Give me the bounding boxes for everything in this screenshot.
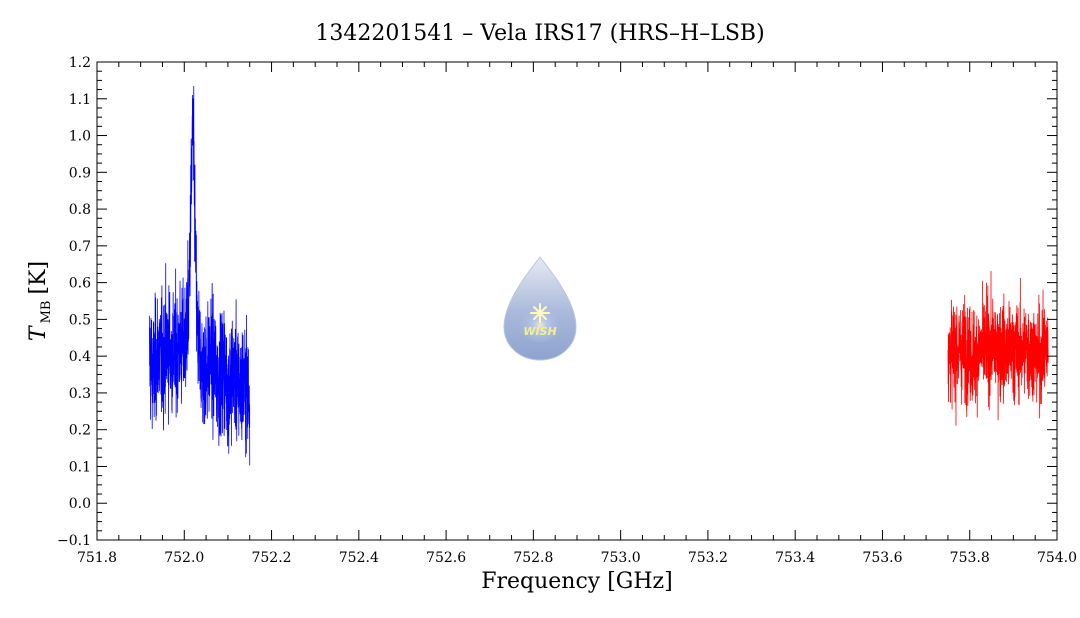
y-axis-label-subscript: MB [39,301,54,324]
y-tick-label: 0.5 [69,312,91,328]
x-axis-label: Frequency [GHz] [481,569,673,594]
y-tick-label: 1.0 [69,129,91,145]
series-2-line [947,271,1049,426]
y-tick-label: 0.0 [69,496,91,512]
star-icon [530,303,550,323]
x-tick-label: 753.0 [601,550,641,566]
x-tick-label: 753.8 [950,550,990,566]
series-layer [148,86,1049,466]
series-2 [947,271,1049,426]
y-axis-label-unit: [K] [26,261,51,295]
plot-frame [96,61,1058,541]
x-tick-label: 754.0 [1037,550,1077,566]
y-tick-label: 0.1 [69,459,91,475]
y-tick-label: 0.3 [69,386,91,402]
wish-logo: WISH [503,256,577,361]
y-tick-label: 0.9 [69,165,91,181]
plot-area [148,86,1049,466]
x-tick-label: 752.2 [251,550,291,566]
y-tick-label: −0.1 [57,533,91,549]
logo-text: WISH [523,325,556,338]
y-axis: −0.1 0.0 0.1 0.2 0.3 0.4 0.5 0.6 0.7 0.8 0.9 1.0 1.1… [57,55,1057,549]
series-1 [148,86,251,466]
y-tick-label: 1.1 [69,92,91,108]
y-tick-label: 0.8 [69,202,91,218]
x-tick-label: 753.4 [775,550,815,566]
x-tick-label: 752.0 [164,550,204,566]
y-axis-label: TMB [K] [26,261,54,341]
series-1-line [148,86,251,466]
y-tick-label: 0.2 [69,423,91,439]
x-tick-label: 752.6 [426,550,466,566]
x-tick-label: 751.8 [77,550,117,566]
x-axis: 751.8 752.0 752.2 752.4 752.6 752.8 753.0 753.2… [77,62,1077,566]
x-tick-label: 752.8 [513,550,553,566]
chart-title: 1342201541 – Vela IRS17 (HRS–H–LSB) [315,21,764,46]
x-tick-label: 753.2 [688,550,728,566]
y-tick-label: 0.6 [69,276,91,292]
x-tick-label: 753.6 [862,550,902,566]
y-tick-label: 1.2 [69,55,91,71]
x-tick-label: 752.4 [339,550,379,566]
y-tick-label: 0.7 [69,239,91,255]
y-tick-label: 0.4 [69,349,91,365]
y-axis-label-main: T [26,324,51,341]
